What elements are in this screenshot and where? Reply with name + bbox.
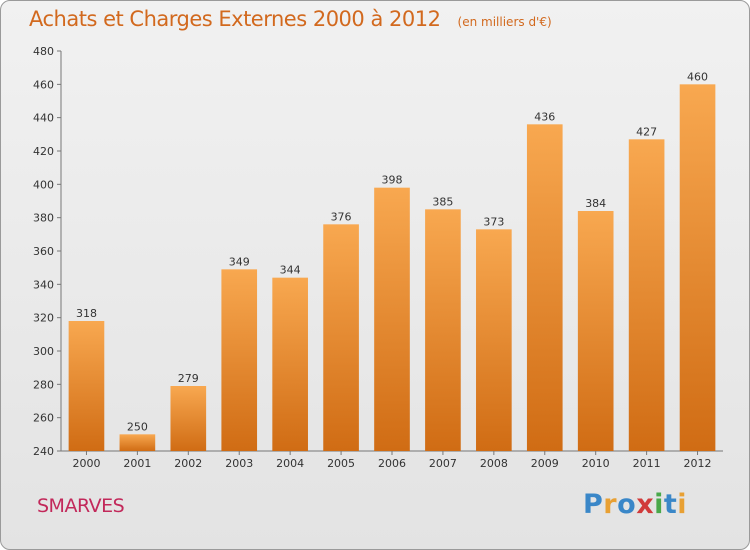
x-tick-label-2002: 2002 [174,457,202,470]
value-label-2002: 279 [178,372,199,385]
value-label-2004: 344 [280,264,301,277]
axes: 240 260 280 300 320 340 360 380 400 420 440 460 480 [33,45,723,458]
value-label-2000: 318 [76,307,97,320]
logo-letter: P [583,489,604,520]
x-tick-label-2009: 2009 [531,457,559,470]
bar-2010 [577,211,614,451]
logo-letter: i [654,489,664,520]
y-tick-label: 320 [33,312,54,325]
y-tick-label: 360 [33,245,54,258]
y-tick-label: 440 [33,112,54,125]
bar-2012 [679,84,716,451]
x-tick-label-2007: 2007 [429,457,457,470]
bar-2009 [526,124,563,451]
logo-letter: r [603,489,618,520]
bar-2007 [425,209,461,451]
logo-letter: x [636,489,655,520]
x-tick-label-2012: 2012 [684,457,712,470]
y-tick-label: 400 [33,178,54,191]
x-tick-label-2008: 2008 [480,457,508,470]
logo-letter: i [677,489,688,520]
value-label-2001: 250 [127,420,148,433]
bar-2002 [170,386,207,451]
value-label-2010: 384 [585,197,606,210]
bar-2005 [323,224,359,451]
bar-2011 [628,139,665,452]
y-tick-label: 240 [33,445,54,458]
chart-header: Achats et Charges Externes 2000 à 2012 (… [29,7,552,31]
y-tick-label: 260 [33,412,54,425]
y-tick-label: 480 [33,45,54,58]
x-tick-label-2003: 2003 [225,457,253,470]
proxiti-logo: Proxiti [583,489,687,520]
x-tick-label-2006: 2006 [378,457,406,470]
chart-subtitle: (en milliers d'€) [457,15,552,29]
bars [68,84,716,452]
bar-2008 [476,229,512,451]
bar-2004 [272,277,308,451]
x-tick-label-2000: 2000 [72,457,100,470]
x-tick-label-2011: 2011 [633,457,661,470]
x-tick-label-2005: 2005 [327,457,355,470]
value-label-2009: 436 [534,110,555,123]
commune-name: SMARVES [37,495,125,517]
value-label-2012: 460 [687,70,708,83]
x-tick-label-2010: 2010 [582,457,610,470]
value-label-2005: 376 [331,210,352,223]
y-tick-label: 340 [33,278,54,291]
value-label-2006: 398 [382,174,403,187]
chart-title: Achats et Charges Externes 2000 à 2012 [29,7,441,31]
x-tick-label-2001: 2001 [123,457,151,470]
bar-2006 [374,187,410,451]
value-label-2003: 349 [229,255,250,268]
y-tick-label: 380 [33,212,54,225]
value-label-2008: 373 [483,215,504,228]
y-tick-label: 300 [33,345,54,358]
y-tick-label: 420 [33,145,54,158]
y-tick-label: 460 [33,78,54,91]
x-tick-label-2004: 2004 [276,457,304,470]
value-label-2011: 427 [636,125,657,138]
value-label-2007: 385 [432,195,453,208]
logo-letter: o [617,489,637,520]
bar-2001 [119,434,156,451]
bar-2000 [68,321,105,451]
bar-2003 [221,269,258,451]
labels: 2000 318 2001 250 2002 279 2003 349 2004 344 2005 3… [72,70,711,470]
logo-letter: t [663,489,678,520]
y-tick-label: 280 [33,378,54,391]
